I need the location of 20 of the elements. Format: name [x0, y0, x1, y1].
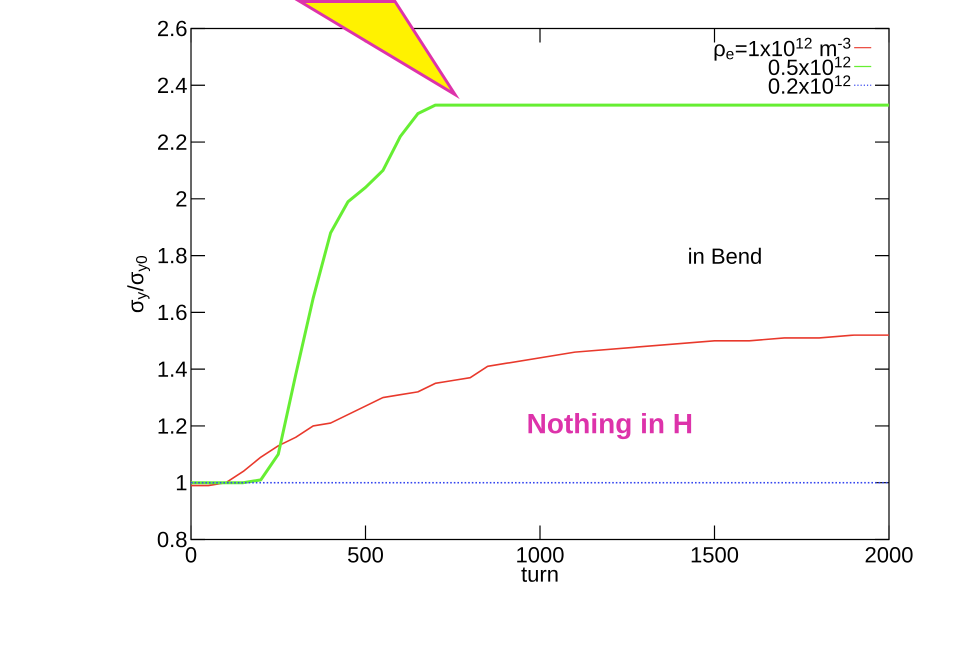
y-tick-label: 2.2	[158, 134, 186, 150]
y-tick-label: 2.4	[158, 77, 187, 93]
x-axis-title: turn	[521, 567, 558, 582]
y-tick-label: 0.8	[158, 531, 187, 548]
y-tick-label: 1.6	[158, 304, 187, 320]
y-axis-title: σ$_{y}$/σ$_{y0}$	[127, 256, 150, 312]
x-tick-label: 500	[348, 546, 383, 562]
y-tick-label: 1.8	[158, 248, 187, 264]
y-tick-label: 1.2	[158, 418, 186, 434]
y-tick-label: 1	[176, 474, 186, 490]
x-tick-label: 1500	[692, 546, 738, 562]
x-tick-label: 2000	[866, 546, 913, 562]
annotation: Nothing in H	[528, 412, 692, 439]
legend-label: 0.2x10$^{12}$	[768, 75, 850, 94]
x-tick-label: 0	[186, 546, 196, 562]
y-tick-label: 2	[176, 190, 186, 206]
annotation: in Bend	[689, 248, 761, 264]
y-tick-label: 1.4	[158, 361, 187, 376]
x-tick-label: 1000	[517, 546, 564, 562]
y-tick-label: 2.6	[158, 20, 187, 36]
